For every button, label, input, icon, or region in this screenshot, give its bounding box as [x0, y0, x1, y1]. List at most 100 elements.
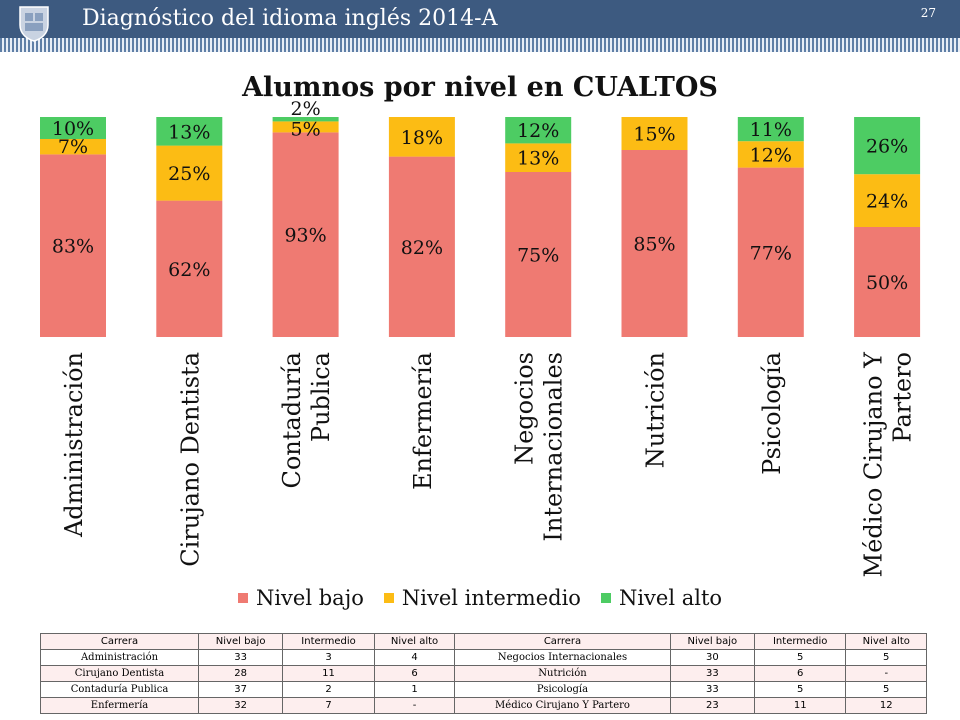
- table-cell: Cirujano Dentista: [39, 665, 200, 682]
- table-cell: 4: [373, 649, 456, 666]
- bar-segment: [737, 141, 804, 168]
- data-label: 10%: [52, 118, 94, 140]
- table-cell: 6: [753, 665, 847, 682]
- legend-label-nivel-bajo: Nivel bajo: [255, 586, 364, 610]
- table-cell: 5: [753, 681, 847, 698]
- bar-segment: [156, 200, 223, 337]
- data-label: 93%: [284, 225, 326, 247]
- bar-segment: [621, 117, 688, 150]
- data-label: 12%: [517, 120, 559, 142]
- data-label: 26%: [866, 136, 908, 158]
- bar-segment: [854, 174, 921, 227]
- table-cell: 11: [753, 697, 847, 714]
- table-cell: 30: [669, 649, 755, 666]
- category-label-line: Psicología: [758, 352, 786, 475]
- table-header-row: Carrera Nivel bajo Intermedio Nivel alto…: [39, 633, 927, 650]
- legend-swatch-nivel-bajo: [237, 593, 248, 603]
- legend-item-nivel-alto: Nivel alto: [600, 586, 722, 610]
- university-crest-icon: [19, 6, 49, 42]
- table-header: Nivel bajo: [669, 633, 755, 650]
- table-header: Intermedio: [753, 633, 847, 650]
- table-cell: 6: [373, 665, 456, 682]
- table-cell: Enfermería: [39, 697, 200, 714]
- category-label: Psicología: [758, 352, 786, 475]
- data-label: 15%: [633, 124, 675, 146]
- bar-segment: [505, 143, 572, 172]
- category-label: Cirujano Dentista: [176, 352, 204, 567]
- header-stripes: [0, 38, 960, 52]
- category-label-line: Cirujano Dentista: [176, 352, 204, 567]
- legend-label-nivel-intermedio: Nivel intermedio: [401, 586, 581, 610]
- bar-segment: [854, 117, 921, 175]
- page-number: 27: [920, 6, 936, 20]
- table-header: Nivel alto: [373, 633, 456, 650]
- table-header: Intermedio: [282, 633, 375, 650]
- category-label: Administración: [60, 352, 88, 538]
- data-label: 50%: [866, 272, 908, 294]
- table-row: Enfermería 32 7 - Médico Cirujano Y Part…: [39, 697, 927, 714]
- table-cell: 28: [198, 665, 284, 682]
- data-label: 11%: [750, 119, 792, 141]
- data-label: 62%: [168, 259, 210, 281]
- data-label: 25%: [168, 163, 210, 185]
- bar-segment: [272, 117, 339, 122]
- table-cell: 5: [845, 681, 927, 698]
- legend-item-nivel-intermedio: Nivel intermedio: [383, 586, 581, 610]
- table-cell: Negocios Internacionales: [454, 649, 671, 666]
- bar-segment: [854, 227, 921, 337]
- table-cell: 7: [282, 697, 375, 714]
- legend-swatch-nivel-alto: [600, 593, 611, 603]
- chart-title: Alumnos por nivel en CUALTOS: [242, 72, 718, 103]
- category-label-line: Enfermería: [409, 352, 437, 490]
- table-cell: 23: [669, 697, 755, 714]
- category-label: ContaduríaPublica: [278, 352, 335, 489]
- bar-segment: [505, 172, 572, 337]
- table-row: Contaduría Publica 37 2 1 Psicología 33 …: [39, 681, 927, 698]
- category-label-line: Administración: [60, 352, 88, 538]
- data-label: 2%: [291, 98, 321, 120]
- table-header: Nivel alto: [845, 633, 927, 650]
- bar-segment: [388, 156, 455, 337]
- table-cell: 1: [373, 681, 456, 698]
- data-label: 13%: [168, 121, 210, 143]
- category-label: Nutrición: [642, 352, 670, 468]
- data-label: 83%: [52, 236, 94, 258]
- category-label-line: Internacionales: [540, 352, 568, 542]
- header-title: Diagnóstico del idioma inglés 2014-A: [82, 6, 498, 31]
- table-row: Administración 33 3 4 Negocios Internaci…: [39, 649, 927, 666]
- table-cell: -: [845, 665, 927, 682]
- table-cell: 33: [669, 681, 755, 698]
- category-label-line: Publica: [307, 352, 335, 442]
- table-cell: 5: [845, 649, 927, 666]
- bar-segment: [272, 132, 339, 337]
- legend-swatch-nivel-intermedio: [383, 593, 394, 603]
- chart-legend: Nivel bajo Nivel intermedio Nivel alto: [0, 586, 960, 610]
- bar-segment: [737, 117, 804, 142]
- table-cell: 2: [282, 681, 375, 698]
- category-label: NegociosInternacionales: [511, 352, 568, 542]
- bar-segment: [621, 150, 688, 337]
- table-cell: 33: [669, 665, 755, 682]
- legend-item-nivel-bajo: Nivel bajo: [237, 586, 364, 610]
- data-label: 13%: [517, 148, 559, 170]
- category-label-line: Partero: [889, 352, 917, 443]
- category-label: Enfermería: [409, 352, 437, 490]
- data-label: 7%: [58, 136, 88, 158]
- bar-segment: [505, 117, 572, 144]
- table-cell: 12: [845, 697, 927, 714]
- category-label-line: Médico Cirujano Y: [860, 351, 888, 578]
- data-label: 77%: [750, 242, 792, 264]
- table-cell: Nutrición: [454, 665, 671, 682]
- table-cell: 3: [282, 649, 375, 666]
- summary-table: Carrera Nivel bajo Intermedio Nivel alto…: [39, 633, 927, 714]
- table-cell: 37: [198, 681, 284, 698]
- data-label: 75%: [517, 245, 559, 267]
- table-header: Carrera: [39, 633, 200, 650]
- bar-segment: [737, 167, 804, 337]
- data-label: 12%: [750, 144, 792, 166]
- header-bar: [0, 0, 960, 38]
- bar-segment: [40, 154, 106, 337]
- table-cell: 32: [198, 697, 284, 714]
- table-cell: Médico Cirujano Y Partero: [454, 697, 671, 714]
- stacked-bar-chart: 83% 7%10% Administración 62% 25% 13% Cirujano …: [40, 98, 921, 578]
